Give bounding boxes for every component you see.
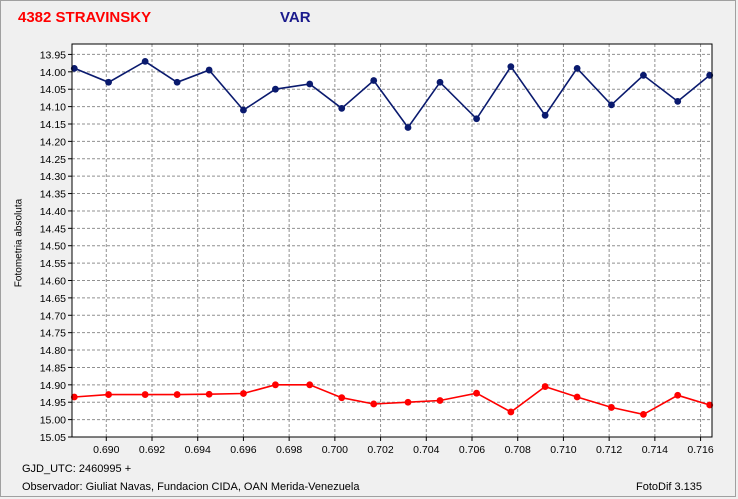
x-tick-label: 0.696 xyxy=(230,444,256,456)
data-point-var xyxy=(706,71,714,79)
data-point-var xyxy=(205,66,213,74)
data-point-ref xyxy=(640,410,647,418)
data-point-var xyxy=(541,111,549,119)
y-tick-label: 14.40 xyxy=(40,206,66,218)
y-tick-label: 14.35 xyxy=(40,189,66,201)
x-tick-label: 0.710 xyxy=(550,444,576,456)
y-tick-label: 15.05 xyxy=(40,432,66,444)
chart-title: 4382 STRAVINSKY xyxy=(18,9,152,26)
data-point-ref xyxy=(105,391,112,398)
data-point-ref xyxy=(674,391,682,399)
data-point-var xyxy=(674,97,682,105)
data-point-var xyxy=(473,115,480,123)
y-tick-label: 14.10 xyxy=(40,102,66,114)
data-point-ref xyxy=(541,383,549,390)
software-version: FotoDif 3.135 xyxy=(636,481,703,493)
y-tick-label: 14.55 xyxy=(40,258,66,270)
y-tick-label: 14.80 xyxy=(40,345,66,357)
gjd-label: GJD_UTC: 2460995 + xyxy=(22,463,132,475)
data-point-var xyxy=(338,104,346,112)
data-point-var xyxy=(404,124,412,131)
y-tick-label: 15.00 xyxy=(40,415,66,427)
plot-background xyxy=(72,44,712,437)
data-point-var xyxy=(608,101,615,109)
y-tick-label: 14.70 xyxy=(40,310,66,322)
x-tick-labels: 0.690 0.692 0.694 0.696 0.698 0.700 0.702 0.704… xyxy=(93,437,714,456)
y-tick-label: 14.20 xyxy=(40,136,66,148)
data-point-ref xyxy=(608,404,615,411)
x-tick-label: 0.692 xyxy=(139,444,165,456)
data-point-ref xyxy=(173,391,181,398)
data-point-ref xyxy=(706,401,714,409)
data-point-ref xyxy=(240,390,247,397)
x-tick-label: 0.702 xyxy=(367,444,393,456)
data-point-ref xyxy=(272,381,279,389)
y-tick-label: 14.90 xyxy=(40,380,66,392)
x-tick-label: 0.694 xyxy=(185,444,211,456)
y-tick-label: 14.00 xyxy=(40,67,66,79)
x-tick-label: 0.714 xyxy=(642,444,668,456)
y-tick-label: 14.60 xyxy=(40,275,66,287)
data-point-ref xyxy=(370,400,378,408)
y-tick-label: 14.85 xyxy=(40,362,66,374)
data-point-var xyxy=(573,64,581,72)
y-tick-label: 14.05 xyxy=(40,84,66,96)
y-tick-label: 14.45 xyxy=(40,223,66,235)
y-tick-label: 14.65 xyxy=(40,293,66,305)
data-point-var xyxy=(240,106,247,114)
y-tick-label: 14.30 xyxy=(40,171,66,183)
x-tick-label: 0.708 xyxy=(505,444,531,456)
data-point-ref xyxy=(436,397,444,404)
x-tick-label: 0.700 xyxy=(322,444,348,456)
data-point-ref xyxy=(306,381,314,389)
data-point-ref xyxy=(507,408,515,416)
data-point-var xyxy=(436,78,444,86)
data-point-var xyxy=(173,78,181,86)
data-point-var xyxy=(306,80,314,88)
series-line-ref xyxy=(74,383,710,416)
observer-label: Observador: Giuliat Navas, Fundacion CID… xyxy=(22,481,360,493)
data-point-var xyxy=(105,78,112,86)
y-tick-label: 14.95 xyxy=(40,397,66,409)
x-tick-label: 0.698 xyxy=(276,444,302,456)
data-point-ref xyxy=(338,394,346,402)
series-line-var xyxy=(73,60,711,129)
x-tick-label: 0.716 xyxy=(687,444,713,456)
y-tick-label: 13.95 xyxy=(40,49,66,61)
y-tick-label: 14.25 xyxy=(40,154,66,166)
data-point-ref xyxy=(141,391,149,398)
data-point-ref xyxy=(573,393,581,401)
grid-lines xyxy=(72,44,712,438)
plot-border xyxy=(71,43,713,438)
y-tick-label: 14.50 xyxy=(40,241,66,253)
variable-label: VAR xyxy=(280,9,311,26)
data-point-var xyxy=(507,63,515,71)
data-point-ref xyxy=(70,393,78,401)
data-point-var xyxy=(272,85,279,93)
y-tick-label: 14.15 xyxy=(40,119,66,131)
data-point-var xyxy=(640,71,647,79)
data-point-ref xyxy=(205,390,213,398)
data-point-ref xyxy=(473,389,480,397)
x-tick-label: 0.706 xyxy=(459,444,485,456)
y-tick-labels: 13.95 14.00 14.05 14.10 14.15 14.20 14.25 14.30… xyxy=(40,49,72,444)
data-point-var xyxy=(70,64,78,72)
data-point-var xyxy=(370,77,378,84)
data-point-var xyxy=(141,57,149,65)
series-layer xyxy=(70,57,714,418)
x-tick-label: 0.690 xyxy=(93,444,119,456)
x-tick-label: 0.704 xyxy=(413,444,439,456)
data-point-ref xyxy=(404,398,412,406)
x-tick-label: 0.712 xyxy=(596,444,622,456)
y-tick-label: 14.75 xyxy=(40,328,66,340)
